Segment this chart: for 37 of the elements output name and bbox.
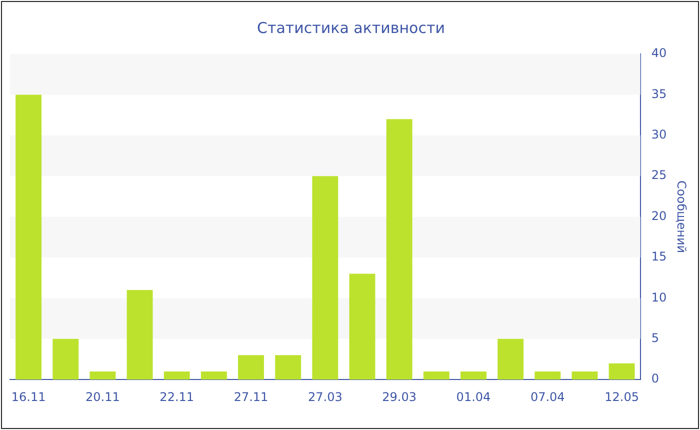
bar — [498, 338, 524, 380]
y-tick-label: 30 — [651, 128, 667, 142]
y-tick-label: 0 — [651, 372, 659, 386]
bar — [572, 371, 598, 380]
bar — [275, 355, 302, 380]
x-tick-label: 07.04 — [530, 390, 565, 404]
bar — [52, 338, 79, 380]
y-tick-label: 40 — [651, 46, 667, 60]
bar — [200, 371, 227, 380]
bar — [349, 274, 376, 380]
bar — [16, 94, 42, 380]
bar — [164, 371, 190, 380]
bar — [608, 363, 635, 380]
y-tick-label: 10 — [651, 290, 667, 304]
x-tick-label: 27.11 — [234, 390, 268, 404]
x-tick-label: 27.03 — [308, 390, 342, 404]
chart-title: Статистика активности — [257, 18, 445, 37]
bar — [460, 371, 486, 380]
y-tick-label: 25 — [651, 168, 667, 182]
y-axis-title: Сообщений — [674, 180, 689, 254]
x-tick-label: 01.04 — [456, 390, 491, 404]
y-tick-label: 15 — [651, 250, 667, 264]
x-tick-label: 22.11 — [160, 390, 194, 404]
y-tick-label: 35 — [651, 86, 667, 101]
bar — [386, 119, 412, 380]
bar — [238, 355, 264, 380]
bar — [126, 290, 153, 380]
bar — [90, 371, 116, 380]
x-tick-label: 12.05 — [604, 390, 639, 404]
y-tick-label: 20 — [651, 208, 667, 223]
x-tick-label: 20.11 — [86, 390, 120, 404]
y-tick-label: 5 — [651, 331, 659, 346]
bar — [534, 371, 561, 380]
x-tick-label: 16.11 — [11, 390, 46, 404]
bar — [423, 371, 450, 380]
bar — [312, 176, 338, 380]
x-tick-label: 29.03 — [382, 390, 416, 404]
